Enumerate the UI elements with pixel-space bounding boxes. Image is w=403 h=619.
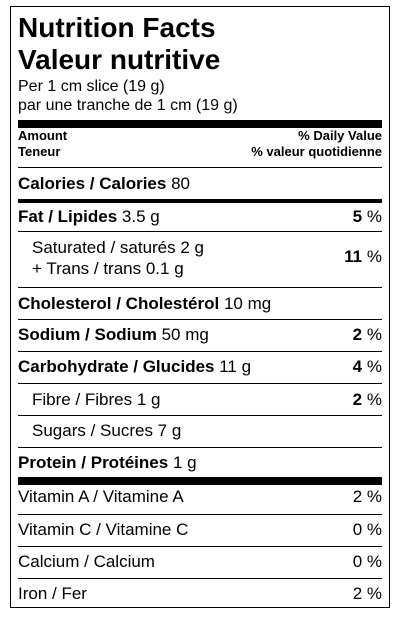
- label-content: Nutrition Facts Valeur nutritive Per 1 c…: [18, 7, 382, 607]
- vitamin-c-dv: 0 %: [352, 520, 382, 539]
- serving-size-french: par une tranche de 1 cm (19 g): [18, 97, 238, 114]
- amount-header-english: Amount: [18, 128, 68, 143]
- divider: [18, 319, 382, 320]
- calories-label: Calories / Calories: [18, 174, 167, 193]
- sodium-dv-percent: %: [366, 325, 382, 344]
- iron-dv: 2 %: [352, 584, 382, 603]
- daily-value-header-english: % Daily Value: [298, 128, 382, 143]
- cholesterol-amount: 10 mg: [223, 294, 272, 313]
- protein-amount: 1 g: [172, 453, 197, 472]
- vitamin-c-label: Vitamin C / Vitamine C: [18, 520, 189, 539]
- divider: [18, 351, 382, 352]
- amount-header-french: Teneur: [18, 144, 61, 159]
- divider: [18, 167, 382, 168]
- divider: [18, 415, 382, 416]
- fibre-dv: 2: [352, 390, 363, 409]
- title-english: Nutrition Facts: [18, 12, 216, 43]
- divider: [18, 231, 382, 232]
- calories-amount: 80: [171, 174, 190, 193]
- fibre-dv-percent: %: [366, 390, 382, 409]
- trans-label: + Trans / trans 0.1 g: [32, 259, 184, 278]
- calcium-label: Calcium / Calcium: [18, 552, 155, 571]
- calcium-dv: 0 %: [352, 552, 382, 571]
- title-french: Valeur nutritive: [18, 44, 221, 75]
- divider: [18, 546, 382, 547]
- cholesterol-label: Cholesterol / Cholestérol: [18, 294, 220, 313]
- divider: [18, 514, 382, 515]
- medium-divider: [18, 199, 382, 203]
- divider: [18, 578, 382, 579]
- daily-value-header-french: % valeur quotidienne: [251, 144, 382, 159]
- divider: [18, 287, 382, 288]
- sodium-amount: 50 mg: [161, 325, 209, 344]
- fibre-label: Fibre / Fibres 1 g: [32, 390, 161, 409]
- fat-dv: 5: [352, 207, 363, 226]
- saturated-label: Saturated / saturés 2 g: [32, 238, 204, 257]
- vitamin-a-dv: 2 %: [352, 487, 382, 506]
- sodium-dv: 2: [352, 325, 363, 344]
- vitamin-a-label: Vitamin A / Vitamine A: [18, 487, 184, 506]
- thick-divider: [18, 120, 382, 128]
- serving-size-english: Per 1 cm slice (19 g): [18, 78, 165, 95]
- carbohydrate-label: Carbohydrate / Glucides: [18, 357, 215, 376]
- fat-label: Fat / Lipides: [18, 207, 118, 226]
- protein-label: Protein / Protéines: [18, 453, 169, 472]
- fat-dv-percent: %: [366, 207, 382, 226]
- saturated-dv-percent: %: [366, 247, 382, 266]
- iron-label: Iron / Fer: [18, 584, 87, 603]
- thick-divider: [18, 477, 382, 485]
- divider: [18, 383, 382, 384]
- sugars-label: Sugars / Sucres 7 g: [32, 421, 182, 440]
- carbohydrate-dv-percent: %: [366, 357, 382, 376]
- carbohydrate-amount: 11 g: [219, 357, 252, 376]
- fat-amount: 3.5 g: [121, 207, 160, 226]
- carbohydrate-dv: 4: [352, 357, 363, 376]
- divider: [18, 447, 382, 448]
- sodium-label: Sodium / Sodium: [18, 325, 157, 344]
- saturated-dv: 11: [344, 247, 363, 266]
- nutrition-facts-label: Nutrition Facts Valeur nutritive Per 1 c…: [10, 6, 390, 608]
